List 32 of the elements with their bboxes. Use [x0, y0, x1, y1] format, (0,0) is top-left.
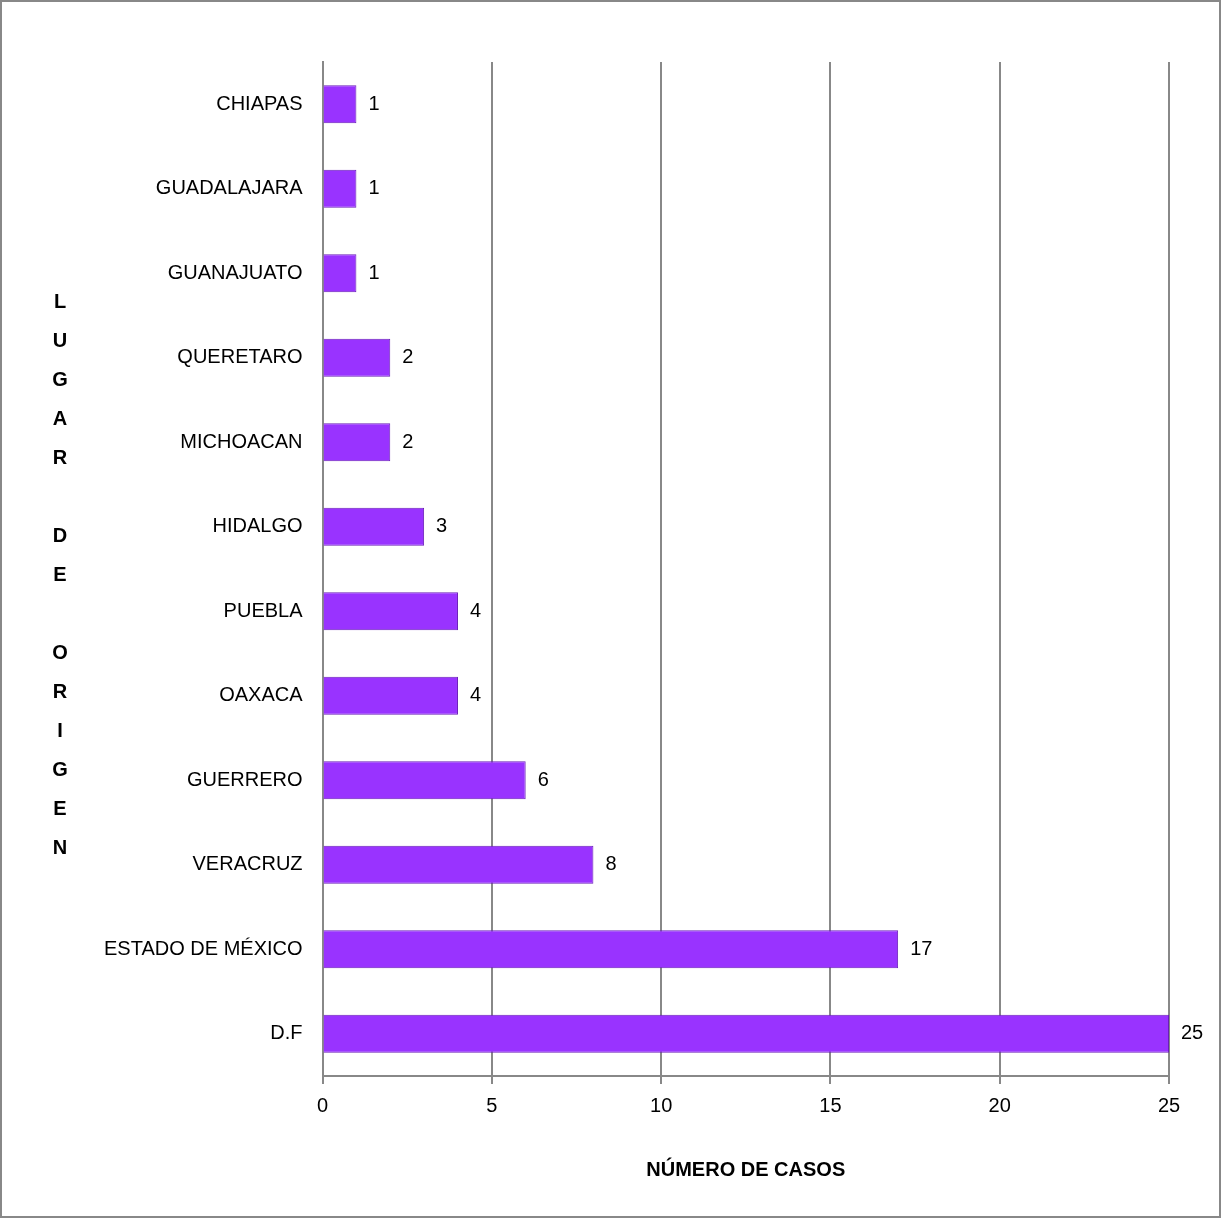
- y-tick-label: GUANAJUATO: [167, 260, 303, 283]
- data-label: 1: [368, 176, 380, 199]
- data-label: 3: [436, 514, 448, 537]
- data-label: 1: [368, 260, 380, 283]
- y-tick-label: HIDALGO: [212, 514, 303, 537]
- x-tick-label: 10: [650, 1093, 673, 1116]
- x-tick-label: 0: [316, 1093, 329, 1116]
- data-label: 25: [1181, 1021, 1204, 1044]
- data-label: 8: [605, 852, 617, 875]
- data-label: 17: [910, 936, 933, 959]
- x-tick-label: 25: [1157, 1093, 1181, 1116]
- data-label: 4: [469, 598, 482, 621]
- y-tick-label: GUADALAJARA: [155, 176, 304, 199]
- y-tick-label: MICHOACAN: [180, 429, 303, 452]
- x-tick-label: 20: [988, 1093, 1011, 1116]
- y-tick-label: OAXACA: [219, 683, 304, 706]
- data-label: 2: [402, 345, 414, 368]
- x-axis-title: NÚMERO DE CASOS: [646, 1156, 846, 1180]
- data-label: 6: [537, 767, 549, 790]
- x-tick-label: 15: [819, 1093, 842, 1116]
- y-axis-title: LUGAR DE ORIGEN: [48, 290, 72, 875]
- data-label: 4: [469, 683, 482, 706]
- data-label: 2: [402, 429, 414, 452]
- x-tick-label: 5: [486, 1093, 498, 1116]
- y-tick-label: VERACRUZ: [192, 852, 303, 875]
- y-tick-label: GUERRERO: [186, 767, 303, 790]
- y-tick-label: QUERETARO: [177, 345, 303, 368]
- y-tick-label: D.F: [270, 1021, 303, 1044]
- y-tick-label: ESTADO DE MÉXICO: [104, 936, 303, 959]
- data-label: 1: [368, 91, 380, 114]
- y-tick-label: PUEBLA: [223, 598, 304, 621]
- y-tick-label: CHIAPAS: [216, 91, 303, 114]
